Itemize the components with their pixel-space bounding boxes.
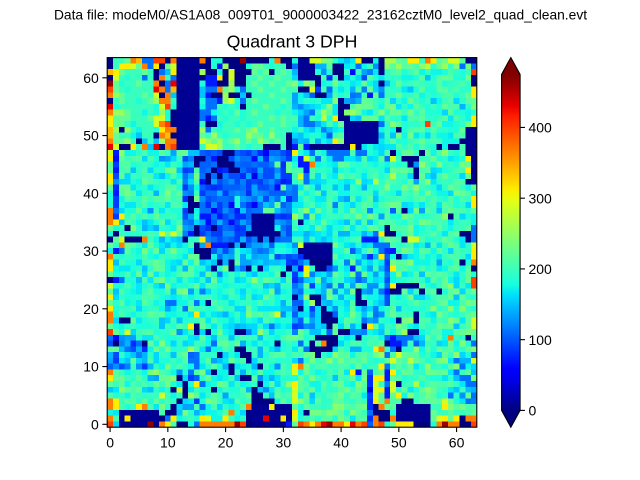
svg-text:200: 200 [528,261,552,277]
svg-text:30: 30 [83,243,99,259]
svg-text:Quadrant 3 DPH: Quadrant 3 DPH [227,32,358,52]
svg-text:300: 300 [528,190,552,206]
svg-text:40: 40 [83,185,99,201]
svg-text:0: 0 [91,416,99,432]
svg-text:Data file: modeM0/AS1A08_009T0: Data file: modeM0/AS1A08_009T01_90000034… [54,7,587,22]
svg-text:0: 0 [106,435,114,451]
svg-text:50: 50 [83,128,99,144]
svg-text:50: 50 [391,435,407,451]
svg-text:40: 40 [333,435,349,451]
svg-text:20: 20 [218,435,234,451]
svg-text:10: 10 [160,435,176,451]
svg-text:100: 100 [528,332,552,348]
svg-text:60: 60 [449,435,465,451]
svg-text:10: 10 [83,359,99,375]
svg-text:400: 400 [528,120,552,136]
svg-text:0: 0 [528,403,536,419]
svg-text:20: 20 [83,301,99,317]
svg-text:30: 30 [276,435,292,451]
svg-text:60: 60 [83,70,99,86]
